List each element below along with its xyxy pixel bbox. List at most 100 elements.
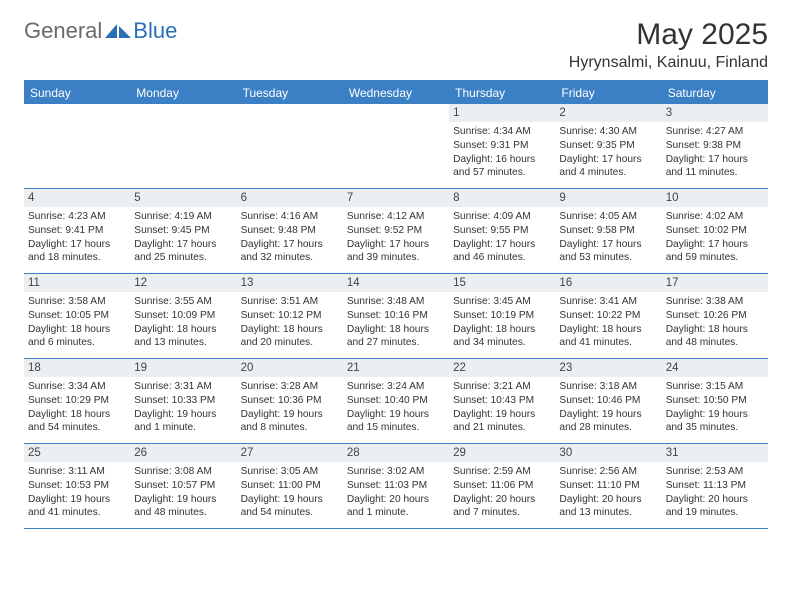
cell-line-dl2: and 7 minutes. [453, 506, 551, 520]
cell-line-sunrise: Sunrise: 4:12 AM [347, 210, 445, 224]
cell-content: Sunrise: 4:30 AMSunset: 9:35 PMDaylight:… [559, 125, 657, 180]
cell-line-sunrise: Sunrise: 4:05 AM [559, 210, 657, 224]
cell-line-dl2: and 35 minutes. [666, 421, 764, 435]
logo: General Blue [24, 18, 177, 44]
cell-line-sunset: Sunset: 11:03 PM [347, 479, 445, 493]
day-headers-row: SundayMondayTuesdayWednesdayThursdayFrid… [24, 82, 768, 104]
cell-line-sunrise: Sunrise: 3:31 AM [134, 380, 232, 394]
calendar: SundayMondayTuesdayWednesdayThursdayFrid… [24, 80, 768, 529]
day-number: 22 [449, 359, 555, 377]
cell-line-sunset: Sunset: 10:22 PM [559, 309, 657, 323]
cell-line-sunrise: Sunrise: 3:41 AM [559, 295, 657, 309]
cell-line-dl1: Daylight: 18 hours [347, 323, 445, 337]
day-number: 27 [237, 444, 343, 462]
cell-content: Sunrise: 3:51 AMSunset: 10:12 PMDaylight… [241, 295, 339, 350]
calendar-week: 11Sunrise: 3:58 AMSunset: 10:05 PMDaylig… [24, 274, 768, 359]
cell-line-dl2: and 25 minutes. [134, 251, 232, 265]
calendar-week: 18Sunrise: 3:34 AMSunset: 10:29 PMDaylig… [24, 359, 768, 444]
day-number: 24 [662, 359, 768, 377]
month-title: May 2025 [569, 18, 768, 52]
cell-line-dl1: Daylight: 17 hours [559, 238, 657, 252]
cell-line-sunrise: Sunrise: 3:38 AM [666, 295, 764, 309]
cell-line-sunset: Sunset: 9:58 PM [559, 224, 657, 238]
cell-line-sunset: Sunset: 10:26 PM [666, 309, 764, 323]
cell-line-dl2: and 8 minutes. [241, 421, 339, 435]
calendar-week: 4Sunrise: 4:23 AMSunset: 9:41 PMDaylight… [24, 189, 768, 274]
cell-line-dl1: Daylight: 17 hours [347, 238, 445, 252]
cell-line-sunset: Sunset: 11:06 PM [453, 479, 551, 493]
cell-line-dl1: Daylight: 20 hours [666, 493, 764, 507]
day-number: 8 [449, 189, 555, 207]
cell-line-dl2: and 11 minutes. [666, 166, 764, 180]
cell-content: Sunrise: 3:31 AMSunset: 10:33 PMDaylight… [134, 380, 232, 435]
location: Hyrynsalmi, Kainuu, Finland [569, 54, 768, 72]
cell-line-sunset: Sunset: 10:50 PM [666, 394, 764, 408]
cell-content: Sunrise: 2:59 AMSunset: 11:06 PMDaylight… [453, 465, 551, 520]
cell-line-dl2: and 27 minutes. [347, 336, 445, 350]
calendar-cell: 27Sunrise: 3:05 AMSunset: 11:00 PMDaylig… [237, 444, 343, 528]
cell-line-sunset: Sunset: 10:09 PM [134, 309, 232, 323]
cell-line-sunset: Sunset: 9:45 PM [134, 224, 232, 238]
cell-line-sunset: Sunset: 10:29 PM [28, 394, 126, 408]
cell-line-dl2: and 19 minutes. [666, 506, 764, 520]
calendar-week: 25Sunrise: 3:11 AMSunset: 10:53 PMDaylig… [24, 444, 768, 529]
cell-line-sunset: Sunset: 10:19 PM [453, 309, 551, 323]
calendar-cell: 19 Sunrise: 3:31 AMSunset: 10:33 PMDaylig… [130, 359, 236, 443]
logo-text-blue: Blue [133, 18, 177, 44]
cell-line-sunrise: Sunrise: 3:24 AM [347, 380, 445, 394]
cell-line-sunrise: Sunrise: 3:11 AM [28, 465, 126, 479]
cell-line-sunset: Sunset: 10:40 PM [347, 394, 445, 408]
cell-line-sunset: Sunset: 9:31 PM [453, 139, 551, 153]
calendar-cell: 17 Sunrise: 3:38 AMSunset: 10:26 PMDaylig… [662, 274, 768, 358]
cell-content: Sunrise: 2:56 AMSunset: 11:10 PMDaylight… [559, 465, 657, 520]
day-number: 18 [24, 359, 130, 377]
cell-line-dl2: and 21 minutes. [453, 421, 551, 435]
cell-content: Sunrise: 4:34 AMSunset: 9:31 PMDaylight:… [453, 125, 551, 180]
calendar-cell: 15Sunrise: 3:45 AMSunset: 10:19 PMDaylig… [449, 274, 555, 358]
cell-line-sunset: Sunset: 11:13 PM [666, 479, 764, 493]
cell-content: Sunrise: 3:55 AMSunset: 10:09 PMDaylight… [134, 295, 232, 350]
day-header: Friday [555, 82, 661, 104]
day-number [130, 104, 236, 122]
cell-line-dl2: and 4 minutes. [559, 166, 657, 180]
calendar-cell: 10Sunrise: 4:02 AMSunset: 10:02 PMDaylig… [662, 189, 768, 273]
calendar-cell: 4Sunrise: 4:23 AMSunset: 9:41 PMDaylight… [24, 189, 130, 273]
cell-line-sunset: Sunset: 10:57 PM [134, 479, 232, 493]
day-number [237, 104, 343, 122]
cell-line-sunset: Sunset: 11:00 PM [241, 479, 339, 493]
cell-line-dl2: and 1 minute. [134, 421, 232, 435]
cell-content: Sunrise: 4:05 AMSunset: 9:58 PMDaylight:… [559, 210, 657, 265]
calendar-cell: 18Sunrise: 3:34 AMSunset: 10:29 PMDaylig… [24, 359, 130, 443]
cell-line-dl2: and 1 minute. [347, 506, 445, 520]
cell-line-dl1: Daylight: 19 hours [28, 493, 126, 507]
cell-line-sunrise: Sunrise: 4:02 AM [666, 210, 764, 224]
cell-line-dl2: and 18 minutes. [28, 251, 126, 265]
cell-content: Sunrise: 4:16 AMSunset: 9:48 PMDaylight:… [241, 210, 339, 265]
cell-line-dl2: and 41 minutes. [559, 336, 657, 350]
cell-line-dl2: and 54 minutes. [28, 421, 126, 435]
day-number: 17 [662, 274, 768, 292]
cell-line-sunset: Sunset: 10:12 PM [241, 309, 339, 323]
logo-sail-icon [105, 22, 131, 40]
cell-line-dl2: and 59 minutes. [666, 251, 764, 265]
cell-line-sunset: Sunset: 9:48 PM [241, 224, 339, 238]
day-number: 26 [130, 444, 236, 462]
cell-line-dl1: Daylight: 18 hours [28, 323, 126, 337]
day-number: 6 [237, 189, 343, 207]
cell-line-sunrise: Sunrise: 3:15 AM [666, 380, 764, 394]
cell-line-dl1: Daylight: 18 hours [666, 323, 764, 337]
cell-line-sunrise: Sunrise: 4:27 AM [666, 125, 764, 139]
day-number: 19 [130, 359, 236, 377]
cell-line-dl1: Daylight: 20 hours [347, 493, 445, 507]
calendar-cell: 30Sunrise: 2:56 AMSunset: 11:10 PMDaylig… [555, 444, 661, 528]
header: General Blue May 2025 Hyrynsalmi, Kainuu… [24, 18, 768, 72]
cell-line-dl2: and 13 minutes. [559, 506, 657, 520]
cell-line-dl1: Daylight: 20 hours [559, 493, 657, 507]
day-header: Wednesday [343, 82, 449, 104]
cell-line-dl1: Daylight: 18 hours [28, 408, 126, 422]
cell-line-dl1: Daylight: 19 hours [347, 408, 445, 422]
cell-line-sunrise: Sunrise: 2:53 AM [666, 465, 764, 479]
calendar-cell: 5Sunrise: 4:19 AMSunset: 9:45 PMDaylight… [130, 189, 236, 273]
cell-line-dl2: and 28 minutes. [559, 421, 657, 435]
cell-line-sunrise: Sunrise: 4:09 AM [453, 210, 551, 224]
